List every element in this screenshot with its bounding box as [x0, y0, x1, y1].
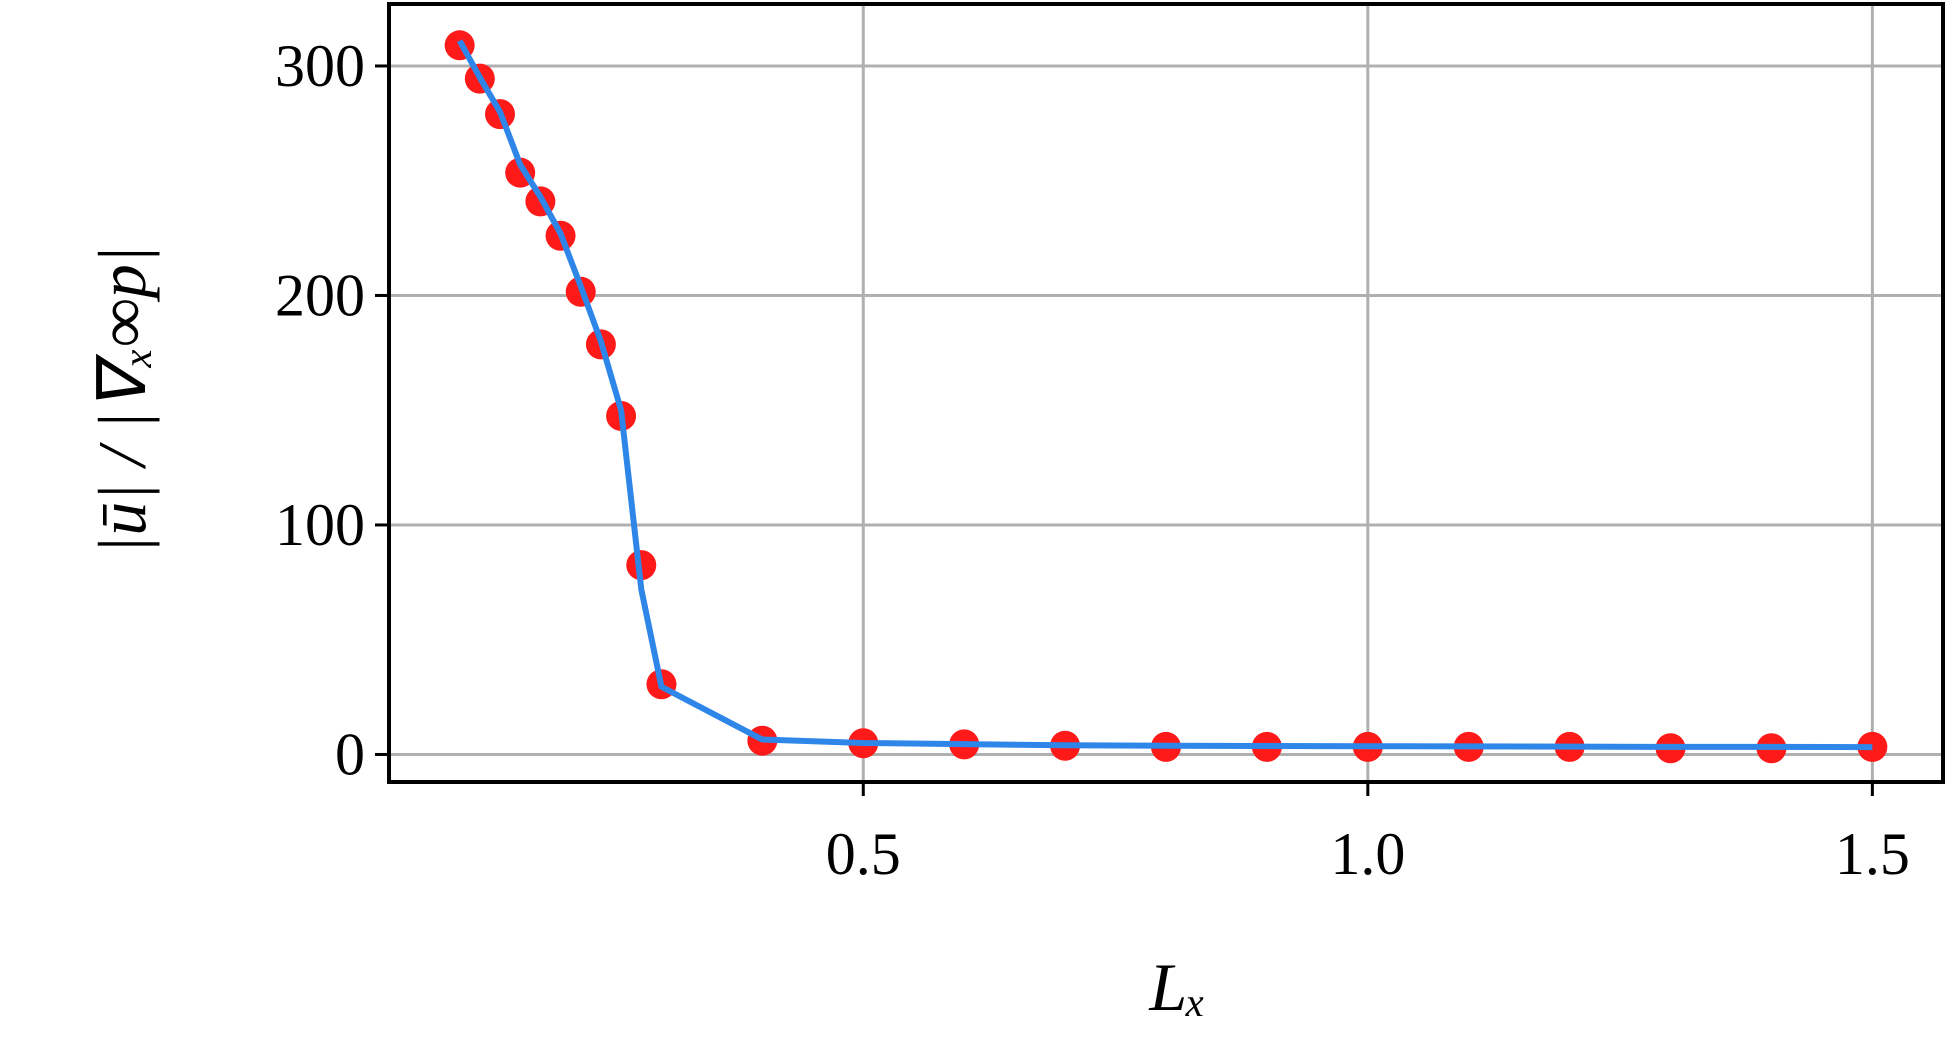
x-axis-label: Lₓ: [1148, 949, 1206, 1025]
y-tick-label: 200: [275, 262, 365, 328]
x-tick-label: 1.0: [1330, 821, 1405, 887]
y-axis-label: |ū| / |∇ₓ∞p|: [84, 246, 160, 555]
y-tick-label: 0: [335, 721, 365, 787]
x-tick-label: 0.5: [826, 821, 901, 887]
y-tick-label: 300: [275, 33, 365, 99]
y-tick-label: 100: [275, 492, 365, 558]
data-line: [457, 39, 1873, 751]
x-tick-label: 1.5: [1835, 821, 1910, 887]
plot-frame: [387, 2, 1945, 784]
